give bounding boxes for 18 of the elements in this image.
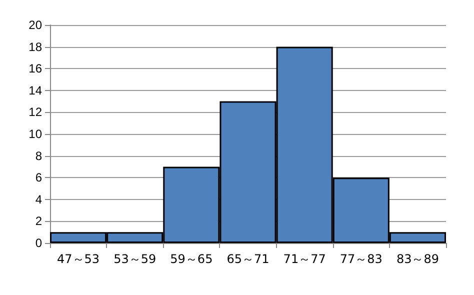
x-tick-label: 47～53 <box>57 252 100 266</box>
y-tick-label: 10 <box>28 127 42 141</box>
x-tick-label: 83～89 <box>396 252 439 266</box>
y-tick-label: 2 <box>35 214 42 228</box>
x-tick-label: 77～83 <box>340 252 382 266</box>
y-tick-label: 20 <box>28 18 42 32</box>
y-tick-label: 14 <box>28 83 42 98</box>
y-tick-label: 4 <box>35 192 42 206</box>
y-tick-label: 6 <box>35 170 42 185</box>
x-tick-label: 53～59 <box>114 252 156 266</box>
y-tick-label: 12 <box>28 105 42 120</box>
x-tick-label: 65～71 <box>226 252 270 266</box>
y-tick-label: 18 <box>28 40 42 54</box>
y-tick-label: 16 <box>28 62 42 76</box>
x-tick-label: 59～65 <box>170 252 213 266</box>
y-tick-label: 0 <box>35 236 42 250</box>
x-tick-label: 71～77 <box>283 252 326 266</box>
y-tick-label: 8 <box>35 148 42 163</box>
